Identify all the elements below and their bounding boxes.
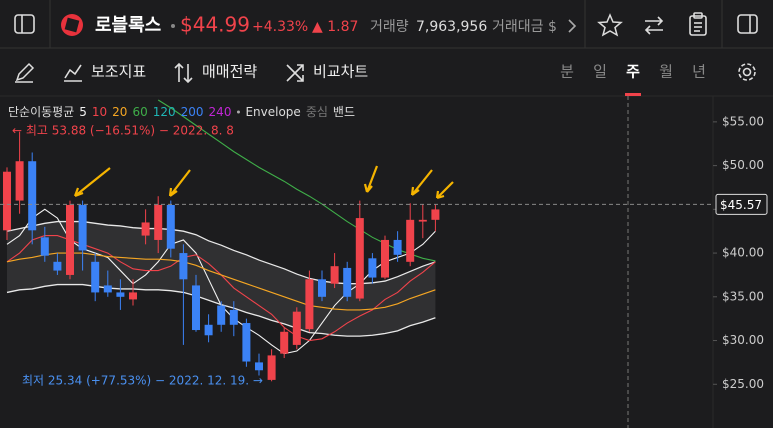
candle-body: [292, 311, 301, 345]
legend-envelope-band: 밴드: [333, 105, 355, 119]
legend-entry: 200: [181, 105, 204, 119]
draw-button[interactable]: [15, 62, 35, 83]
candle-body: [381, 239, 389, 278]
swap-button[interactable]: [644, 16, 664, 35]
strategy-label: 매매전략: [202, 63, 257, 81]
legend-title: 단순이동평균: [8, 105, 74, 119]
annotation-arrows: [73, 165, 454, 200]
legend-entry: 20: [112, 105, 127, 119]
panel-toggle[interactable]: [737, 14, 758, 34]
candle-body: [255, 362, 263, 371]
price: $44.99: [180, 13, 250, 37]
current-price-label: $45.57: [720, 198, 762, 212]
candle-body: [393, 239, 402, 255]
candle-body: [66, 204, 74, 275]
candle-body: [280, 331, 289, 354]
candle-body: [53, 261, 62, 271]
legend-separator: [236, 110, 240, 114]
legend-envelope-center: 중심: [306, 105, 328, 119]
period-underline: [625, 93, 641, 96]
envelope-band: [7, 221, 436, 337]
candle-body: [368, 258, 377, 278]
candle-body: [355, 218, 364, 299]
low-note: 최저 25.34 (+77.53%) − 2022. 12. 19. →: [22, 374, 263, 388]
settings-button[interactable]: [738, 63, 756, 81]
candle-body: [179, 253, 188, 280]
candle-body: [103, 285, 112, 293]
ma-line: [6, 252, 436, 311]
y-tick-label: $30.00: [722, 333, 764, 347]
envelope-upper: [6, 220, 436, 285]
candle-body: [129, 292, 137, 300]
candle-body: [116, 292, 125, 297]
period-tab[interactable]: 월: [659, 63, 673, 81]
strategy-button[interactable]: 매매전략: [174, 63, 257, 84]
price-axis: $25.00$30.00$35.00$40.00$45.00$50.00$55.…: [713, 114, 764, 391]
candle-body: [330, 266, 339, 284]
candle-body: [318, 279, 326, 297]
y-tick-label: $40.00: [722, 246, 764, 260]
period-tab[interactable]: 분: [560, 63, 574, 81]
volume: 7,963,956: [416, 19, 487, 35]
volume-label: 거래량: [370, 19, 409, 35]
indicator-legend: 단순이동평균 5 10 20 60 120 200 240 Envelope 중심 밴드: [8, 105, 355, 119]
candle-body: [154, 204, 163, 240]
period-tab[interactable]: 일: [593, 63, 607, 81]
candle-body: [15, 161, 24, 201]
candle-body: [406, 219, 415, 262]
period-tab[interactable]: 주: [626, 63, 640, 81]
memo-button[interactable]: [689, 12, 707, 36]
y-tick-label: $35.00: [722, 289, 764, 303]
plot-area: [3, 99, 440, 382]
candle-body: [78, 204, 87, 251]
candle-body: [217, 305, 226, 325]
candle-body: [192, 285, 200, 331]
legend-entry: 240: [209, 105, 232, 119]
ma-line: [157, 99, 436, 262]
candle-body: [40, 237, 49, 256]
indicator-button[interactable]: 보조지표: [64, 63, 146, 82]
candle-body: [343, 267, 352, 297]
period-tab[interactable]: 년: [692, 63, 706, 81]
candle-body: [305, 279, 314, 330]
candle-body: [267, 355, 276, 380]
y-tick-label: $55.00: [722, 114, 764, 128]
candle-body: [3, 171, 11, 231]
candle-body: [28, 161, 37, 231]
candle-body: [229, 309, 238, 325]
legend-entry: 120: [153, 105, 176, 119]
sidebar-toggle[interactable]: [14, 14, 35, 34]
compare-button[interactable]: 비교차트: [286, 63, 368, 82]
candle-body: [141, 222, 150, 236]
stock-name: 로블록스: [95, 15, 161, 36]
candle-body: [166, 204, 175, 249]
change: ▲ 1.87: [312, 19, 358, 35]
legend-entry: 5: [79, 105, 87, 119]
stock-logo: [61, 14, 83, 36]
candle-body: [418, 219, 427, 222]
legend-envelope: Envelope: [245, 105, 300, 119]
amount-label: 거래대금 $: [492, 19, 557, 35]
more-arrow[interactable]: [568, 19, 577, 33]
candle-body: [242, 323, 251, 362]
change-pct: +4.33%: [252, 19, 308, 35]
candle-body: [91, 261, 100, 293]
legend-entry: 10: [92, 105, 107, 119]
candle-body: [204, 324, 213, 336]
compare-label: 비교차트: [313, 63, 368, 81]
current-price-box: [715, 193, 768, 215]
candle-body: [431, 209, 440, 220]
y-tick-label: $25.00: [722, 377, 764, 391]
favorite-button[interactable]: [597, 13, 623, 37]
legend-entry: 60: [132, 105, 147, 119]
y-tick-label: $50.00: [722, 158, 764, 172]
indicator-label: 보조지표: [91, 63, 146, 81]
high-note: ← 최고 53.88 (−16.51%) − 2022. 8. 8: [12, 124, 234, 138]
separator-dot: [171, 24, 175, 28]
